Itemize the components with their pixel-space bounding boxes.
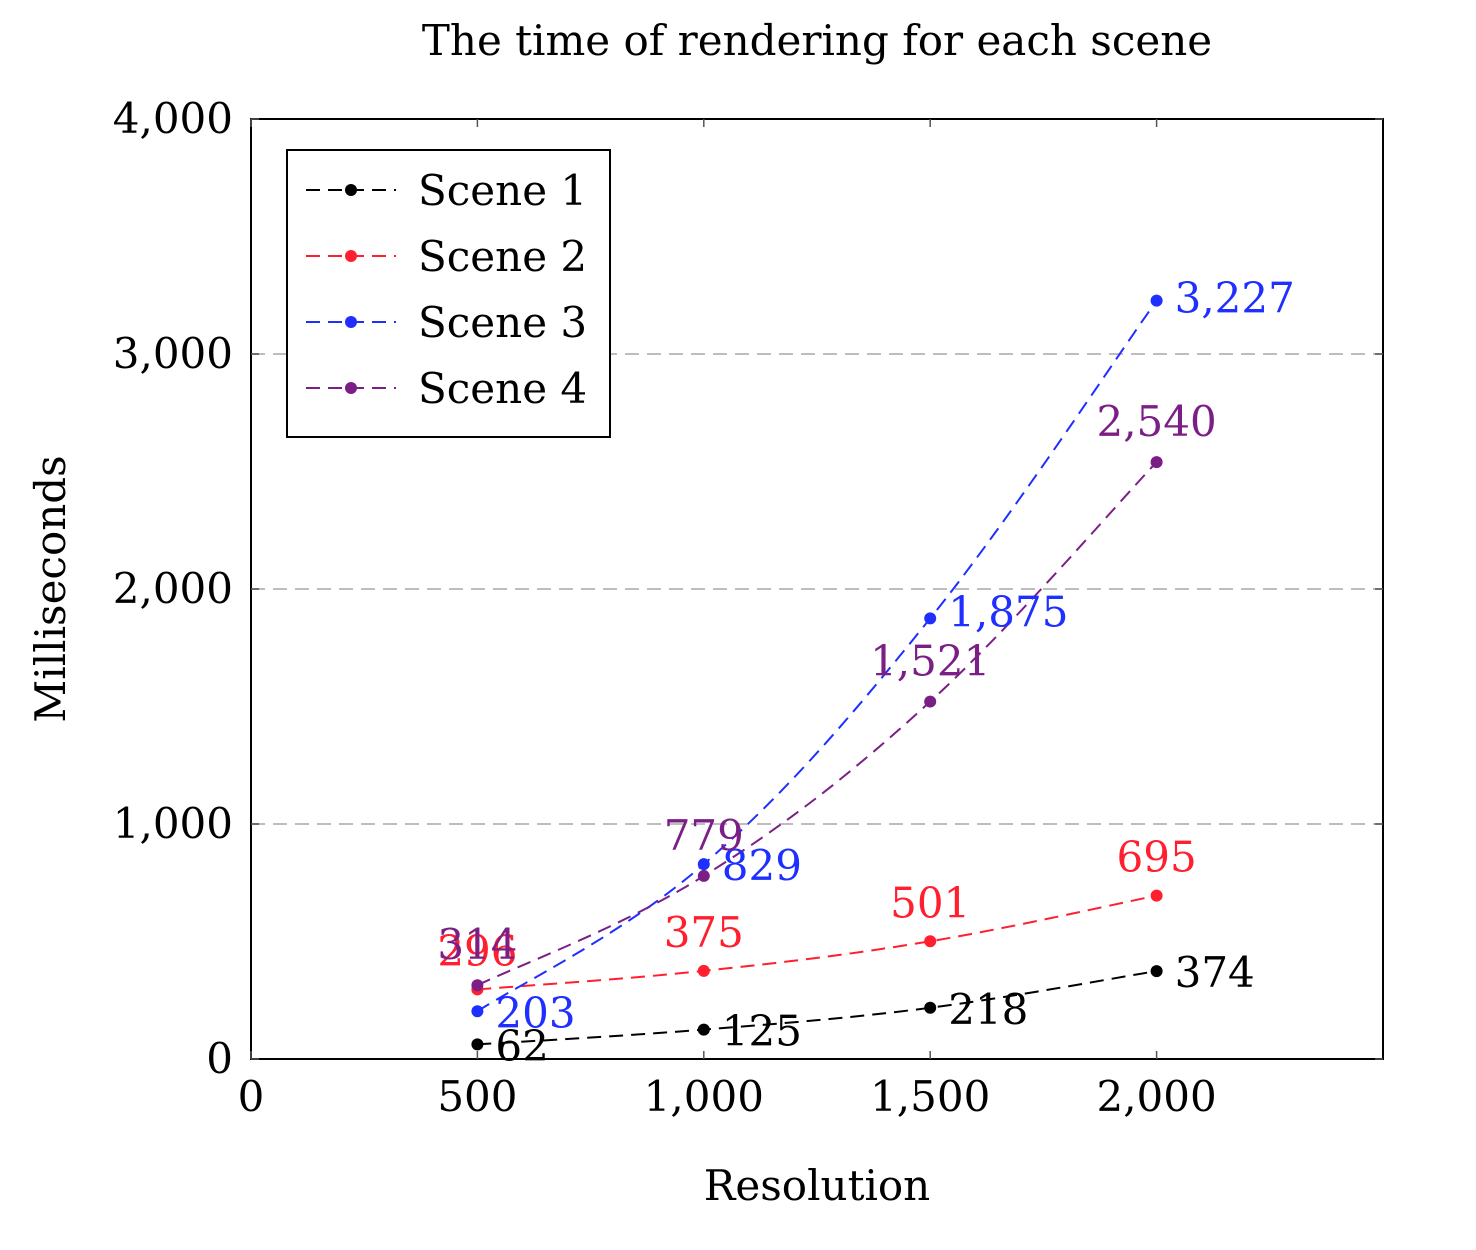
scene-3-data-label: 3,227 (1175, 274, 1295, 323)
legend-marker (345, 250, 357, 262)
scene-2-point (697, 964, 710, 977)
legend-entry-scene-2: Scene 2 (306, 232, 587, 281)
legend-entry-scene-1: Scene 1 (306, 166, 587, 215)
scene-2-point (1150, 889, 1163, 902)
scene-4-point (471, 979, 484, 992)
y-axis-ticks: 0 1,000 2,000 3,000 4,000 (113, 94, 1383, 1083)
scene-4-data-label: 1,521 (870, 637, 990, 686)
scene-1-point (697, 1023, 710, 1036)
scene-1-point (1150, 965, 1163, 978)
scene-3-point (1150, 294, 1163, 307)
scene-4-data-label: 2,540 (1096, 397, 1216, 446)
x-tick-label: 0 (238, 1072, 265, 1121)
y-axis-title: Milliseconds (26, 455, 75, 722)
series-lines (476, 300, 1158, 1046)
x-axis-title: Resolution (704, 1161, 930, 1210)
legend-marker (345, 382, 357, 394)
scene-4-data-label: 314 (437, 920, 517, 969)
scene-1-data-label: 62 (495, 1021, 548, 1070)
scene-3-line (476, 300, 1158, 1013)
x-tick-label: 500 (437, 1072, 517, 1121)
scene-3-data-label: 1,875 (948, 587, 1068, 636)
y-tick-label: 1,000 (113, 799, 233, 848)
legend-entry-scene-4: Scene 4 (306, 364, 587, 413)
scene-3-point (697, 858, 710, 871)
scene-4-line (476, 461, 1158, 987)
scene-3-series (476, 300, 1158, 1013)
legend-entry-scene-3: Scene 3 (306, 298, 587, 347)
scene-1-point (471, 1038, 484, 1051)
legend-label: Scene 1 (418, 166, 587, 215)
x-tick-label: 2,000 (1096, 1072, 1216, 1121)
x-axis-ticks: 0 500 1,000 1,500 2,000 (238, 119, 1217, 1121)
legend-label: Scene 2 (418, 232, 587, 281)
legend-marker (345, 316, 357, 328)
scene-3-point (471, 1005, 484, 1018)
scene-2-data-label: 695 (1117, 833, 1197, 882)
y-tick-label: 2,000 (113, 564, 233, 613)
chart-title: The time of rendering for each scene (422, 16, 1212, 65)
legend-box (286, 149, 611, 438)
y-tick-label: 0 (206, 1034, 233, 1083)
scene-2-data-label: 501 (890, 878, 970, 927)
series-points (471, 294, 1163, 1051)
scene-1-data-label: 125 (722, 1007, 802, 1056)
scene-4-point (1150, 456, 1163, 469)
legend: Scene 1 Scene 2 Scene 3 Scene 4 (286, 149, 611, 438)
scene-2-line (477, 894, 1157, 991)
scene-1-data-label: 218 (948, 985, 1028, 1034)
legend-label: Scene 4 (418, 364, 587, 413)
scene-1-line (477, 970, 1157, 1046)
x-tick-label: 1,500 (870, 1072, 990, 1121)
scene-3-data-label: 203 (495, 988, 575, 1037)
legend-marker (345, 184, 357, 196)
scene-2-data-label: 375 (664, 908, 744, 957)
scene-2-point (924, 935, 937, 948)
scene-2-data-label: 296 (437, 926, 517, 975)
scene-3-data-label: 829 (722, 841, 802, 890)
scene-1-point (924, 1001, 937, 1014)
scene-1-series (477, 970, 1157, 1046)
data-labels: 62 125 218 374 296 375 501 695 203 829 1,875 3,227 3… (437, 274, 1295, 1071)
scene-2-series (477, 894, 1157, 991)
scene-4-series (476, 461, 1158, 987)
scene-1-data-label: 374 (1175, 948, 1255, 997)
scene-4-data-label: 779 (664, 811, 744, 860)
scene-4-point (697, 869, 710, 882)
x-tick-label: 1,000 (644, 1072, 764, 1121)
y-tick-label: 3,000 (113, 329, 233, 378)
scene-4-point (924, 695, 937, 708)
legend-label: Scene 3 (418, 298, 587, 347)
scene-3-point (924, 612, 937, 625)
y-tick-label: 4,000 (113, 94, 233, 143)
